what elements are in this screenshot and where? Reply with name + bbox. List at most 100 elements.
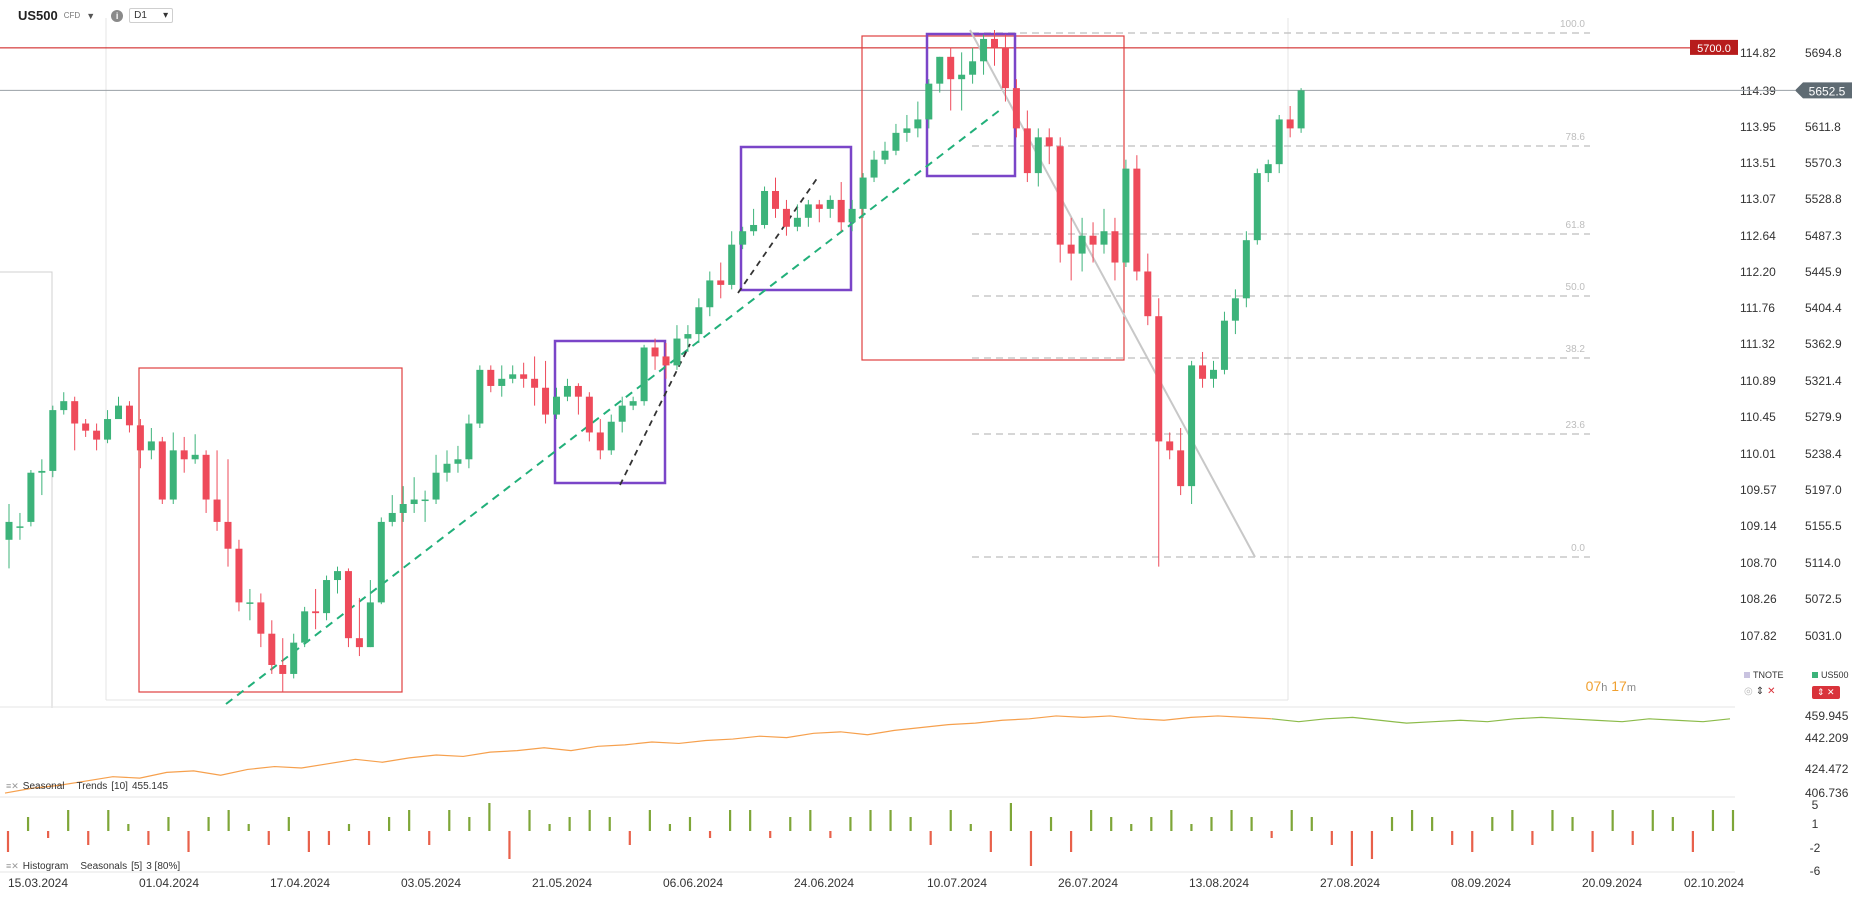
candle-body <box>312 611 320 614</box>
candle-body <box>1166 441 1174 451</box>
indicator-menu-icon[interactable]: ≡✕ <box>6 861 19 871</box>
candle-body <box>334 571 341 581</box>
chart-header: US500 CFD ▼ i D1 ▾ <box>18 8 174 23</box>
tnote-axis-label: 107.82 <box>1740 629 1777 643</box>
resistance-price-text: 5700.0 <box>1697 43 1731 55</box>
indicator-menu-icon[interactable]: ≡✕ <box>6 781 19 791</box>
candle-body <box>1012 88 1020 129</box>
candle-body <box>1286 119 1294 129</box>
legend-us500[interactable]: US500 <box>1812 670 1849 680</box>
red-zone-box <box>861 35 1125 361</box>
candle-body <box>695 307 703 335</box>
candle-body <box>739 231 747 245</box>
candle-body <box>662 356 670 366</box>
tnote-axis-label: 109.14 <box>1740 519 1777 533</box>
timeframe-select[interactable]: D1 ▾ <box>129 8 174 23</box>
candle-body <box>651 347 659 357</box>
candle-body <box>115 405 122 420</box>
symbol-name[interactable]: US500 <box>18 8 58 23</box>
tnote-axis-label: 110.45 <box>1740 410 1776 424</box>
legend-tnote[interactable]: TNOTE <box>1744 670 1784 680</box>
candle-body <box>301 611 309 643</box>
price-axis-label: 5031.0 <box>1805 629 1842 643</box>
date-axis-label: 20.09.2024 <box>1582 876 1642 890</box>
candle-body <box>421 499 429 502</box>
tnote-swatch <box>1744 672 1750 678</box>
seasonal-axis-label: 406.736 <box>1805 786 1849 800</box>
candle-body <box>125 405 133 426</box>
price-axis-label: 5155.5 <box>1805 519 1842 533</box>
candle-body <box>1210 369 1217 379</box>
tnote-axis-label: 114.39 <box>1740 84 1776 98</box>
candle-body <box>563 385 571 397</box>
tnote-axis-label: 114.82 <box>1740 46 1776 60</box>
candle-body <box>169 450 177 500</box>
date-axis-label: 10.07.2024 <box>927 876 987 890</box>
price-axis-label: 5404.4 <box>1805 301 1842 315</box>
chevron-down-icon: ▾ <box>163 10 169 21</box>
tnote-axis-label: 110.89 <box>1740 374 1776 388</box>
candle-body <box>344 571 352 639</box>
candle-body <box>246 602 254 604</box>
candle-body <box>224 521 232 549</box>
candle-body <box>793 217 801 227</box>
candle-body <box>1023 128 1031 174</box>
date-axis-label: 24.06.2024 <box>794 876 854 890</box>
symbol-dropdown-icon[interactable]: ▼ <box>86 10 96 21</box>
candle-body <box>881 150 889 160</box>
candle-body <box>323 580 331 614</box>
candle-body <box>553 396 560 415</box>
candle-body <box>640 347 648 402</box>
candle-body <box>1100 231 1108 245</box>
candle-body <box>782 208 790 227</box>
date-axis-label: 01.04.2024 <box>139 876 199 890</box>
date-axis-label: 08.09.2024 <box>1451 876 1511 890</box>
price-axis-label: 5528.8 <box>1805 192 1842 206</box>
candle-body <box>750 224 758 232</box>
seasonal-axis-label: 442.209 <box>1805 731 1849 745</box>
purple-zone-box <box>553 339 667 485</box>
candle-body <box>1242 240 1250 299</box>
date-axis-label: 17.04.2024 <box>270 876 330 890</box>
candle-body <box>520 374 528 379</box>
price-axis-label: 5445.9 <box>1805 265 1842 279</box>
candle-body <box>925 83 933 120</box>
fib-level-label: 78.6 <box>1566 132 1586 143</box>
candle-body <box>1297 90 1305 129</box>
eye-icon[interactable]: ◎ <box>1744 686 1753 697</box>
reorder-icon[interactable]: ⇕ <box>1755 686 1765 697</box>
tnote-axis-label: 112.20 <box>1740 265 1776 279</box>
black-trendline <box>619 343 691 486</box>
candle-body <box>1144 271 1152 317</box>
price-axis-label: 5611.8 <box>1805 120 1841 134</box>
fib-level-label: 0.0 <box>1571 543 1585 554</box>
gray-trendline <box>969 29 1256 558</box>
candle-body <box>377 521 385 603</box>
candle-body <box>60 401 68 411</box>
tnote-controls: ◎ ⇕ ✕ <box>1744 686 1776 697</box>
candle-body <box>180 450 188 460</box>
candle-body <box>1220 320 1228 370</box>
instrument-type: CFD <box>63 11 81 20</box>
info-icon[interactable]: i <box>111 9 124 22</box>
candle-body <box>49 410 57 471</box>
price-axis-label: 5487.3 <box>1805 229 1842 243</box>
candle-body <box>454 459 462 464</box>
candle-body <box>136 425 144 451</box>
candle-body <box>848 208 856 223</box>
histogram-axis-label: 1 <box>1812 817 1819 831</box>
candle-body <box>706 280 714 308</box>
candle-body <box>903 128 911 133</box>
price-axis-label: 5694.8 <box>1805 46 1842 60</box>
date-axis-label: 03.05.2024 <box>401 876 461 890</box>
candle-body <box>487 369 495 386</box>
price-axis-label: 5570.3 <box>1805 156 1842 170</box>
tnote-axis-label: 108.26 <box>1740 592 1777 606</box>
date-axis-label: 15.03.2024 <box>8 876 68 890</box>
close-icon[interactable]: ✕ <box>1767 686 1776 697</box>
series-settings-button[interactable]: ⇕ ✕ <box>1812 686 1840 699</box>
candle-body <box>804 204 812 218</box>
candle-body <box>947 56 955 80</box>
candle-body <box>585 396 593 433</box>
